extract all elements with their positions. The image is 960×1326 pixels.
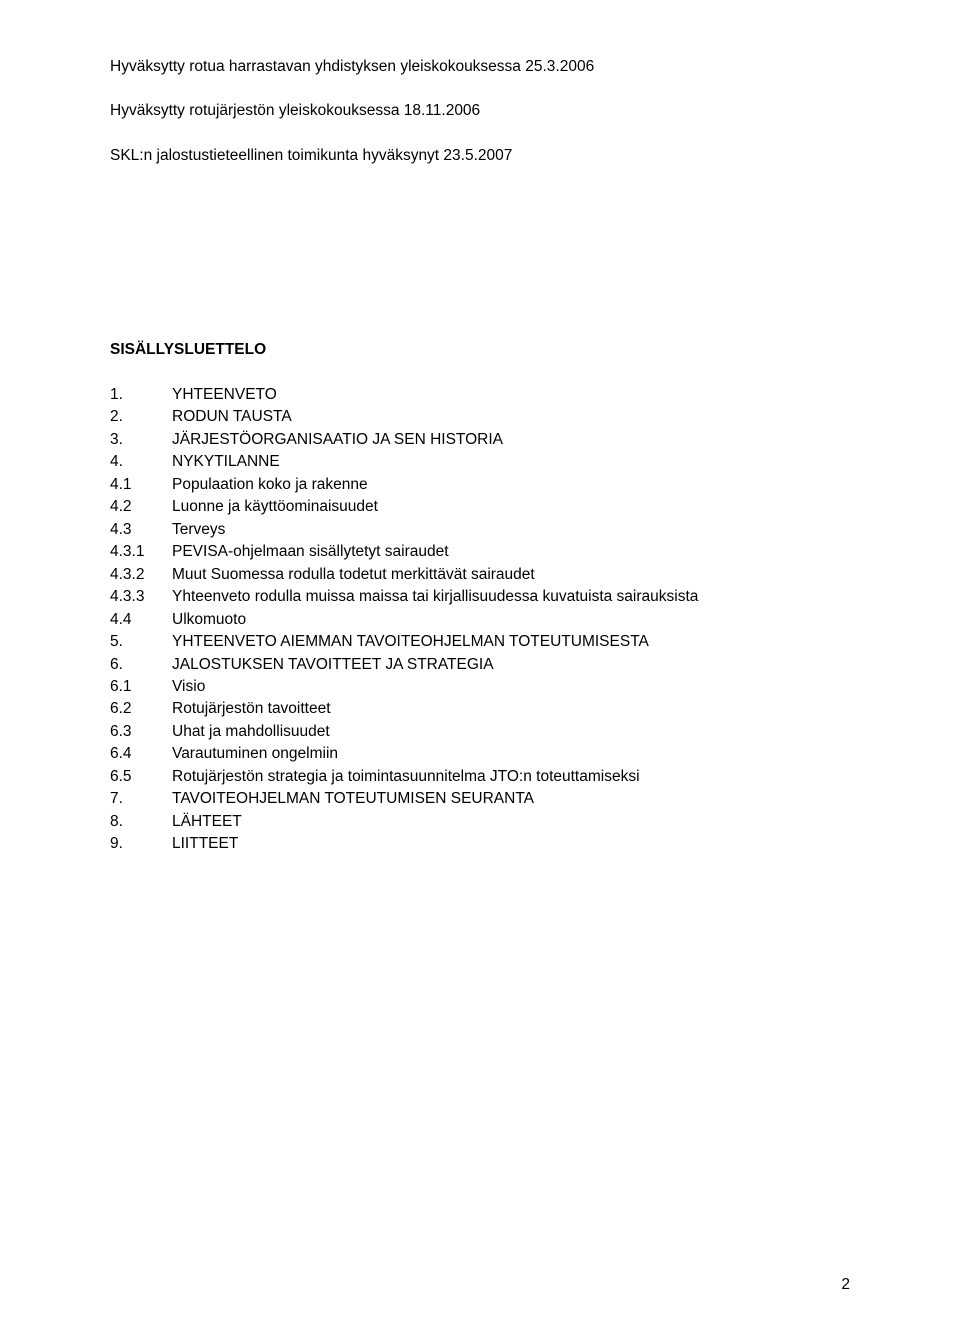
toc-item-label: Varautuminen ongelmiin xyxy=(172,743,850,765)
toc-item: 3. JÄRJESTÖORGANISAATIO JA SEN HISTORIA xyxy=(110,429,850,451)
toc-item-number: 9. xyxy=(110,833,172,855)
toc-item-label: Populaation koko ja rakenne xyxy=(172,474,850,496)
toc-item-label: PEVISA-ohjelmaan sisällytetyt sairaudet xyxy=(172,541,850,563)
toc-item-number: 4. xyxy=(110,451,172,473)
page-number: 2 xyxy=(841,1274,850,1296)
document-page: Hyväksytty rotua harrastavan yhdistyksen… xyxy=(0,0,960,1326)
toc-item-label: Luonne ja käyttöominaisuudet xyxy=(172,496,850,518)
toc-item: 2. RODUN TAUSTA xyxy=(110,406,850,428)
toc-item-label: Muut Suomessa rodulla todetut merkittävä… xyxy=(172,564,850,586)
toc-item-number: 4.4 xyxy=(110,609,172,631)
toc-item: 4.3 Terveys xyxy=(110,519,850,541)
toc-item: 4.1 Populaation koko ja rakenne xyxy=(110,474,850,496)
toc-item-number: 4.3 xyxy=(110,519,172,541)
toc-heading: SISÄLLYSLUETTELO xyxy=(110,339,850,361)
toc-item: 6.2 Rotujärjestön tavoitteet xyxy=(110,698,850,720)
toc-item-number: 4.3.1 xyxy=(110,541,172,563)
toc-item-number: 5. xyxy=(110,631,172,653)
toc-item-label: Uhat ja mahdollisuudet xyxy=(172,721,850,743)
approval-block: Hyväksytty rotua harrastavan yhdistyksen… xyxy=(110,56,850,167)
toc-item: 4.2 Luonne ja käyttöominaisuudet xyxy=(110,496,850,518)
toc-list: 1. YHTEENVETO 2. RODUN TAUSTA 3. JÄRJEST… xyxy=(110,384,850,856)
toc-item-number: 6.2 xyxy=(110,698,172,720)
toc-item: 4.3.2 Muut Suomessa rodulla todetut merk… xyxy=(110,564,850,586)
toc-item-label: Yhteenveto rodulla muissa maissa tai kir… xyxy=(172,586,850,608)
toc-item-label: Rotujärjestön strategia ja toimintasuunn… xyxy=(172,766,850,788)
toc-item-label: Ulkomuoto xyxy=(172,609,850,631)
toc-item-number: 4.2 xyxy=(110,496,172,518)
toc-item-number: 4.3.3 xyxy=(110,586,172,608)
toc-item-number: 4.3.2 xyxy=(110,564,172,586)
toc-item: 4.3.3 Yhteenveto rodulla muissa maissa t… xyxy=(110,586,850,608)
toc-item: 6.5 Rotujärjestön strategia ja toimintas… xyxy=(110,766,850,788)
toc-item: 6.3 Uhat ja mahdollisuudet xyxy=(110,721,850,743)
toc-item: 6. JALOSTUKSEN TAVOITTEET JA STRATEGIA xyxy=(110,654,850,676)
toc-item-number: 6.3 xyxy=(110,721,172,743)
approval-line-2: Hyväksytty rotujärjestön yleiskokouksess… xyxy=(110,100,850,122)
approval-line-3: SKL:n jalostustieteellinen toimikunta hy… xyxy=(110,145,850,167)
toc-item-number: 3. xyxy=(110,429,172,451)
toc-item-number: 6.1 xyxy=(110,676,172,698)
toc-item-number: 7. xyxy=(110,788,172,810)
toc-item: 7. TAVOITEOHJELMAN TOTEUTUMISEN SEURANTA xyxy=(110,788,850,810)
toc-item: 6.4 Varautuminen ongelmiin xyxy=(110,743,850,765)
toc-item-number: 6.5 xyxy=(110,766,172,788)
toc-item: 4. NYKYTILANNE xyxy=(110,451,850,473)
toc-item: 9. LIITTEET xyxy=(110,833,850,855)
toc-item: 1. YHTEENVETO xyxy=(110,384,850,406)
toc-item-label: YHTEENVETO AIEMMAN TAVOITEOHJELMAN TOTEU… xyxy=(172,631,850,653)
toc-item-label: Rotujärjestön tavoitteet xyxy=(172,698,850,720)
toc-item: 8. LÄHTEET xyxy=(110,811,850,833)
toc-item-label: LIITTEET xyxy=(172,833,850,855)
toc-item-label: Terveys xyxy=(172,519,850,541)
toc-item: 6.1 Visio xyxy=(110,676,850,698)
toc-item-label: TAVOITEOHJELMAN TOTEUTUMISEN SEURANTA xyxy=(172,788,850,810)
spacer xyxy=(110,189,850,339)
toc-item-number: 1. xyxy=(110,384,172,406)
toc-item-label: Visio xyxy=(172,676,850,698)
toc-item-number: 8. xyxy=(110,811,172,833)
toc-item-label: JÄRJESTÖORGANISAATIO JA SEN HISTORIA xyxy=(172,429,850,451)
toc-item: 5. YHTEENVETO AIEMMAN TAVOITEOHJELMAN TO… xyxy=(110,631,850,653)
toc-item-label: RODUN TAUSTA xyxy=(172,406,850,428)
toc-item-number: 6. xyxy=(110,654,172,676)
toc-item-label: NYKYTILANNE xyxy=(172,451,850,473)
approval-line-1: Hyväksytty rotua harrastavan yhdistyksen… xyxy=(110,56,850,78)
toc-item-label: LÄHTEET xyxy=(172,811,850,833)
toc-item-number: 6.4 xyxy=(110,743,172,765)
toc-item-number: 4.1 xyxy=(110,474,172,496)
toc-item-label: YHTEENVETO xyxy=(172,384,850,406)
toc-item-label: JALOSTUKSEN TAVOITTEET JA STRATEGIA xyxy=(172,654,850,676)
toc-item-number: 2. xyxy=(110,406,172,428)
toc-item: 4.3.1 PEVISA-ohjelmaan sisällytetyt sair… xyxy=(110,541,850,563)
toc-item: 4.4 Ulkomuoto xyxy=(110,609,850,631)
